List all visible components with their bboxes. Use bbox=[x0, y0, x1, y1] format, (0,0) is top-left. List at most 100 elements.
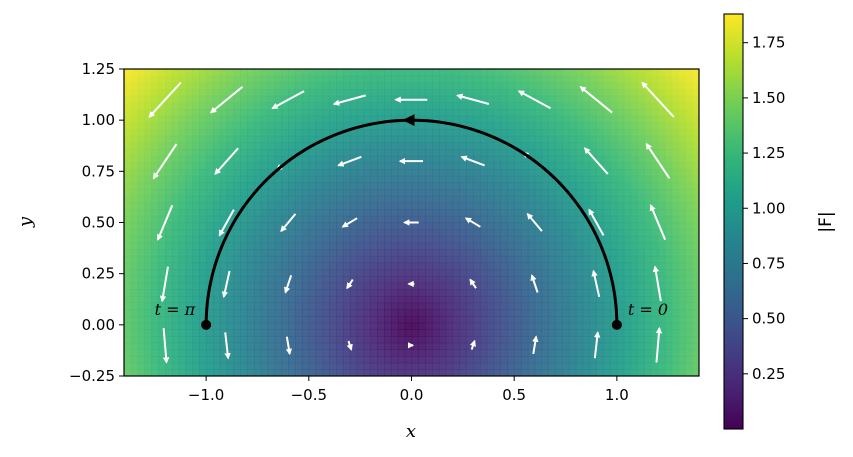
heatmap-cell bbox=[130, 202, 139, 210]
heatmap-cell bbox=[664, 129, 673, 137]
heatmap-cell bbox=[288, 355, 296, 364]
heatmap-cell bbox=[130, 309, 139, 317]
heatmap-cell bbox=[500, 302, 508, 310]
heatmap-cell bbox=[322, 315, 330, 324]
heatmap-cell bbox=[130, 149, 139, 157]
heatmap-cell bbox=[671, 355, 680, 364]
heatmap-cell bbox=[144, 189, 152, 197]
heatmap-cell bbox=[336, 349, 344, 357]
heatmap-cell bbox=[671, 255, 680, 264]
heatmap-cell bbox=[500, 289, 508, 297]
heatmap-cell bbox=[151, 115, 159, 123]
heatmap-cell bbox=[438, 302, 447, 310]
heatmap-cell bbox=[568, 342, 577, 350]
heatmap-cell bbox=[370, 169, 378, 177]
heatmap-cell bbox=[521, 315, 529, 324]
heatmap-cell bbox=[521, 102, 529, 110]
heatmap-cell bbox=[356, 269, 365, 277]
heatmap-cell bbox=[589, 322, 597, 330]
heatmap-cell bbox=[178, 369, 187, 376]
heatmap-cell bbox=[212, 235, 221, 244]
heatmap-cell bbox=[329, 369, 337, 376]
heatmap-cell bbox=[507, 215, 515, 224]
heatmap-cell bbox=[288, 309, 296, 317]
heatmap-cell bbox=[165, 222, 173, 230]
heatmap-cell bbox=[281, 235, 289, 244]
heatmap-cell bbox=[254, 322, 262, 330]
heatmap-cell bbox=[295, 195, 303, 204]
heatmap-cell bbox=[521, 342, 529, 350]
heatmap-cell bbox=[329, 322, 337, 330]
heatmap-cell bbox=[473, 269, 481, 277]
heatmap-cell bbox=[274, 229, 283, 237]
heatmap-cell bbox=[178, 235, 187, 244]
heatmap-cell bbox=[678, 235, 686, 244]
heatmap-cell bbox=[240, 315, 248, 324]
heatmap-cell bbox=[664, 302, 673, 310]
heatmap-cell bbox=[267, 202, 276, 210]
heatmap-cell bbox=[165, 215, 173, 224]
heatmap-cell bbox=[418, 362, 426, 370]
heatmap-cell bbox=[178, 315, 187, 324]
heatmap-cell bbox=[630, 235, 638, 244]
heatmap-cell bbox=[206, 135, 214, 144]
heatmap-cell bbox=[356, 135, 365, 144]
heatmap-cell bbox=[466, 282, 474, 290]
heatmap-cell bbox=[479, 82, 488, 90]
heatmap-cell bbox=[651, 295, 659, 304]
heatmap-cell bbox=[500, 155, 508, 164]
heatmap-cell bbox=[589, 102, 597, 110]
heatmap-cell bbox=[274, 302, 283, 310]
heatmap-cell bbox=[555, 135, 563, 144]
heatmap-cell bbox=[233, 269, 241, 277]
x-tick-label: 0.0 bbox=[400, 386, 424, 404]
heatmap-cell bbox=[445, 169, 454, 177]
heatmap-cell bbox=[432, 215, 440, 224]
heatmap-cell bbox=[206, 195, 214, 204]
heatmap-cell bbox=[527, 209, 536, 217]
heatmap-cell bbox=[397, 82, 406, 90]
heatmap-cell bbox=[233, 355, 241, 364]
colorbar-tick-label: 0.75 bbox=[752, 254, 785, 272]
heatmap-cell bbox=[473, 89, 481, 97]
heatmap-cell bbox=[315, 355, 324, 364]
heatmap-cell bbox=[493, 322, 502, 330]
heatmap-cell bbox=[384, 209, 392, 217]
heatmap-cell bbox=[500, 215, 508, 224]
heatmap-cell bbox=[493, 75, 502, 83]
heatmap-cell bbox=[596, 135, 604, 144]
heatmap-cell bbox=[370, 195, 378, 204]
heatmap-cell bbox=[671, 229, 680, 237]
heatmap-cell bbox=[130, 242, 139, 250]
heatmap-cell bbox=[233, 162, 241, 170]
heatmap-cell bbox=[124, 322, 132, 330]
heatmap-cell bbox=[267, 222, 276, 230]
heatmap-cell bbox=[343, 75, 351, 83]
heatmap-cell bbox=[192, 269, 200, 277]
heatmap-cell bbox=[254, 89, 262, 97]
heatmap-cell bbox=[212, 189, 221, 197]
heatmap-cell bbox=[288, 115, 296, 123]
heatmap-cell bbox=[562, 262, 570, 270]
heatmap-cell bbox=[336, 195, 344, 204]
heatmap-cell bbox=[623, 282, 632, 290]
heatmap-cell bbox=[308, 235, 317, 244]
heatmap-cell bbox=[192, 242, 200, 250]
heatmap-cell bbox=[603, 229, 611, 237]
heatmap-cell bbox=[616, 215, 625, 224]
heatmap-cell bbox=[377, 242, 385, 250]
heatmap-cell bbox=[616, 75, 625, 83]
heatmap-cell bbox=[281, 249, 289, 257]
heatmap-cell bbox=[233, 315, 241, 324]
heatmap-cell bbox=[343, 315, 351, 324]
heatmap-cell bbox=[404, 82, 413, 90]
colorbar-tick-label: 1.25 bbox=[752, 144, 785, 162]
heatmap-cell bbox=[678, 69, 686, 77]
heatmap-cell bbox=[685, 369, 693, 376]
heatmap-cell bbox=[507, 149, 515, 157]
heatmap-cell bbox=[589, 175, 597, 184]
heatmap-cell bbox=[226, 135, 235, 144]
heatmap-cell bbox=[363, 255, 372, 264]
heatmap-cell bbox=[692, 75, 699, 83]
heatmap-cell bbox=[206, 369, 214, 376]
